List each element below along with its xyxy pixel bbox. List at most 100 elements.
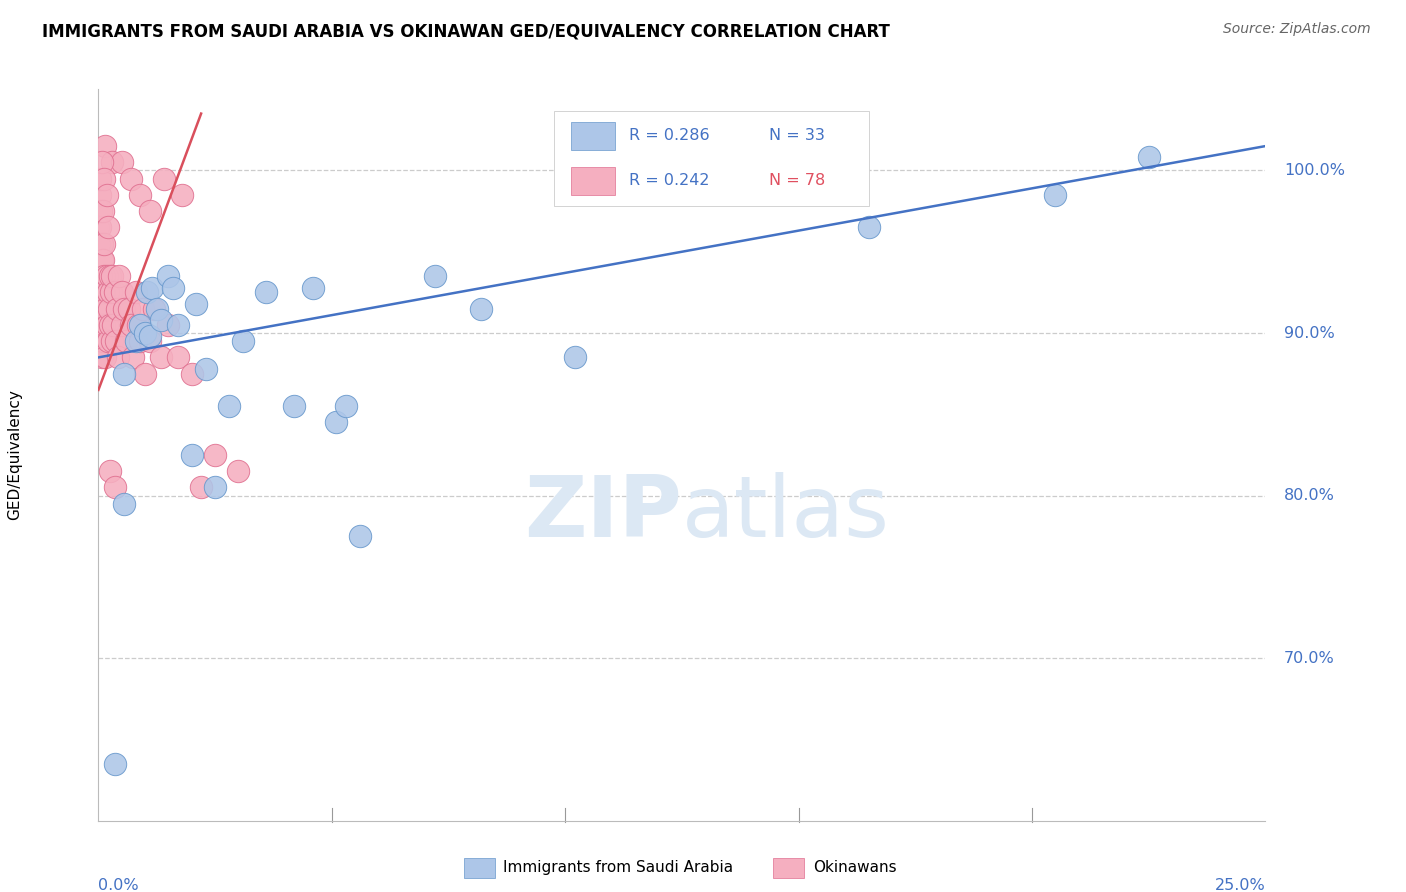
Point (150, 313, 173, 327)
Point (125, 285, 148, 300)
Text: IMMIGRANTS FROM SAUDI ARABIA VS OKINAWAN GED/EQUIVALENCY CORRELATION CHART: IMMIGRANTS FROM SAUDI ARABIA VS OKINAWAN… (42, 22, 890, 40)
Point (190, 480, 212, 494)
Point (1045, 187, 1067, 202)
Point (129, 334, 152, 348)
Point (89, 301, 111, 316)
Point (89, 171, 111, 186)
Point (139, 204, 162, 219)
Text: GED/Equivalency: GED/Equivalency (7, 390, 22, 520)
Point (91, 236, 114, 251)
Point (91, 285, 114, 300)
Point (97, 301, 120, 316)
Point (93, 285, 115, 300)
Point (98, 464, 121, 478)
Point (111, 318, 134, 332)
Point (180, 367, 202, 381)
Point (90, 334, 112, 348)
Point (186, 297, 208, 311)
Point (228, 464, 250, 478)
Point (93, 269, 115, 284)
Point (108, 269, 131, 284)
Point (157, 318, 180, 332)
Point (349, 529, 371, 543)
Point (166, 318, 188, 332)
Point (112, 497, 135, 511)
Point (101, 269, 124, 284)
Point (91, 351, 114, 365)
Point (93, 236, 115, 251)
Point (143, 301, 166, 316)
Text: ZIP: ZIP (524, 472, 682, 555)
Point (423, 269, 446, 284)
Point (111, 155, 134, 169)
Point (132, 301, 155, 316)
Point (325, 416, 347, 430)
Point (91, 301, 114, 316)
Point (93, 318, 115, 332)
Point (194, 361, 217, 376)
Text: N = 33: N = 33 (769, 128, 825, 143)
Point (98, 269, 121, 284)
Point (172, 187, 194, 202)
Point (150, 351, 173, 365)
Text: 90.0%: 90.0% (1284, 326, 1334, 341)
Point (104, 285, 127, 300)
Point (100, 285, 122, 300)
Point (157, 269, 180, 284)
Point (204, 448, 226, 462)
Point (93, 171, 115, 186)
Point (96, 318, 118, 332)
Text: 25.0%: 25.0% (1215, 878, 1265, 892)
Point (91, 155, 114, 169)
Point (122, 351, 145, 365)
Point (858, 220, 880, 235)
Point (218, 399, 240, 413)
Point (94, 139, 117, 153)
Point (141, 280, 163, 294)
Point (87, 329, 110, 343)
Point (90, 204, 112, 219)
Point (127, 318, 149, 332)
Point (91, 252, 114, 267)
Point (139, 334, 162, 348)
Point (335, 399, 357, 413)
Text: 70.0%: 70.0% (1284, 650, 1334, 665)
Text: N = 78: N = 78 (769, 173, 825, 188)
Point (96, 269, 118, 284)
Text: R = 0.242: R = 0.242 (630, 173, 710, 188)
Point (101, 334, 124, 348)
Point (90, 252, 112, 267)
Point (91, 204, 114, 219)
Point (111, 285, 134, 300)
Point (89, 187, 111, 202)
Point (302, 280, 325, 294)
Point (90, 285, 112, 300)
Point (91, 318, 114, 332)
Point (125, 334, 148, 348)
FancyBboxPatch shape (554, 112, 869, 206)
Point (94, 301, 117, 316)
Point (104, 480, 127, 494)
Point (97, 285, 120, 300)
Point (564, 351, 586, 365)
Point (129, 318, 152, 332)
Point (89, 220, 111, 235)
Point (96, 187, 118, 202)
Point (87, 269, 110, 284)
Point (97, 220, 120, 235)
Point (98, 318, 121, 332)
Point (120, 318, 142, 332)
Point (146, 301, 169, 316)
Text: R = 0.286: R = 0.286 (630, 128, 710, 143)
Text: Source: ZipAtlas.com: Source: ZipAtlas.com (1223, 22, 1371, 37)
Point (256, 285, 278, 300)
Text: 100.0%: 100.0% (1284, 163, 1346, 178)
FancyBboxPatch shape (571, 168, 616, 195)
Point (134, 326, 156, 340)
Text: 0.0%: 0.0% (98, 878, 139, 892)
Point (91, 334, 114, 348)
Point (112, 367, 135, 381)
Point (283, 399, 305, 413)
Point (129, 187, 152, 202)
Point (661, 155, 683, 169)
